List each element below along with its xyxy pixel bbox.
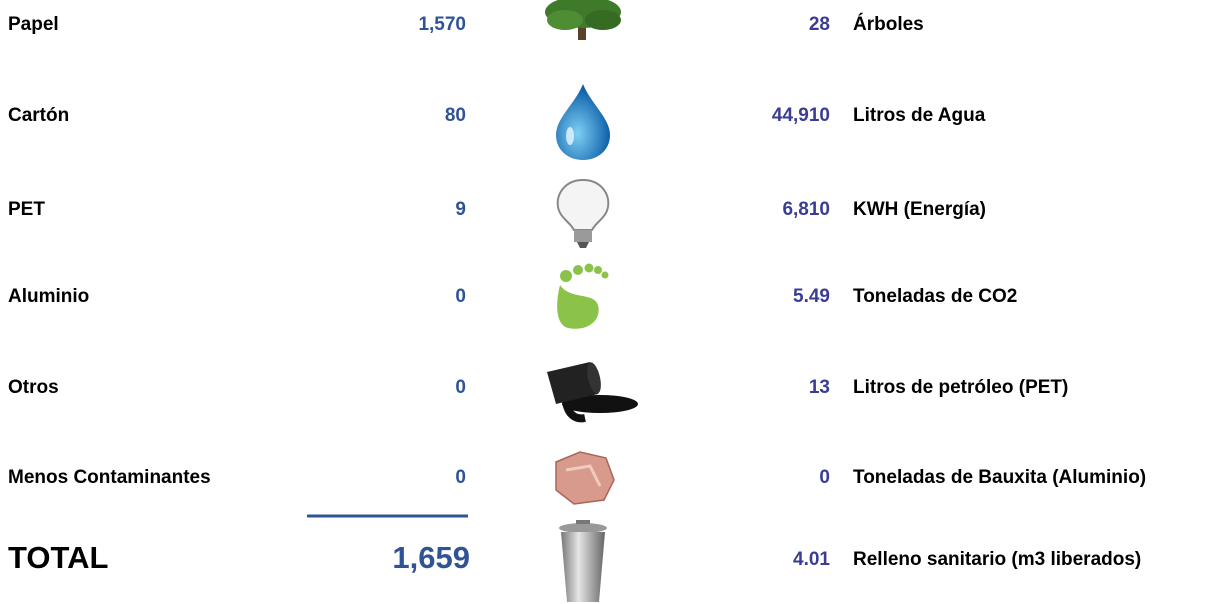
impact-value: 5.49	[793, 286, 830, 307]
impact-value: 44,910	[772, 105, 830, 126]
material-value: 9	[455, 199, 466, 220]
impact-label: Toneladas de Bauxita (Aluminio)	[853, 467, 1146, 488]
water-drop-icon	[556, 84, 610, 160]
material-label: PET	[8, 199, 45, 220]
impact-value: 13	[809, 377, 830, 398]
impact-label: Litros de petróleo (PET)	[853, 377, 1068, 398]
material-label: Menos Contaminantes	[8, 467, 211, 488]
oil-barrel-icon	[547, 361, 638, 418]
material-label: Cartón	[8, 105, 69, 126]
total-label: TOTAL	[8, 540, 108, 575]
impact-summary: Papel 1,570 Cartón 80 PET 9 Aluminio 0 Otros 0 Men…	[0, 0, 1219, 604]
impact-value: 6,810	[782, 199, 830, 220]
tree-icon	[545, 0, 621, 40]
light-bulb-icon	[558, 180, 609, 248]
material-label: Papel	[8, 14, 59, 35]
material-label: Aluminio	[8, 286, 89, 307]
footprint-icon	[557, 264, 608, 329]
material-value: 0	[455, 377, 466, 398]
impact-label: KWH (Energía)	[853, 199, 986, 220]
material-value: 0	[455, 467, 466, 488]
impact-label: Toneladas de CO2	[853, 286, 1017, 307]
impact-value: 0	[819, 467, 830, 488]
impact-label: Árboles	[853, 13, 924, 35]
bauxite-rock-icon	[556, 452, 614, 504]
impact-value: 28	[809, 14, 830, 35]
page: Papel 1,570 Cartón 80 PET 9 Aluminio 0 Otros 0 Men…	[0, 0, 1219, 604]
material-value: 1,570	[418, 14, 466, 35]
trash-can-icon	[559, 520, 607, 602]
material-label: Otros	[8, 377, 59, 398]
impact-label: Litros de Agua	[853, 105, 986, 126]
material-value: 0	[455, 286, 466, 307]
impact-value: 4.01	[793, 549, 830, 570]
material-value: 80	[445, 105, 466, 126]
impact-label: Relleno sanitario (m3 liberados)	[853, 549, 1141, 570]
total-value: 1,659	[392, 540, 470, 575]
